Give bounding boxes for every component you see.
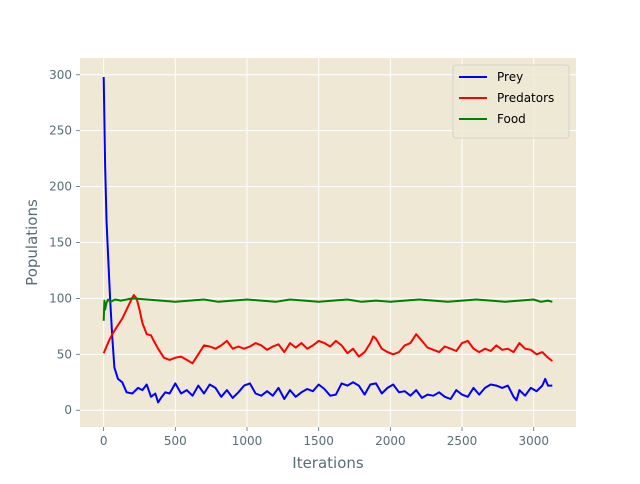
legend-label-food: Food (497, 112, 526, 126)
series-line-prey (102, 76, 553, 404)
y-tick-label: 250 (49, 124, 72, 138)
y-tick-label: 200 (49, 180, 72, 194)
y-tick-label: 0 (64, 403, 72, 417)
x-tick-label: 2500 (447, 434, 478, 448)
x-tick-label: 1500 (303, 434, 334, 448)
y-tick-label: 300 (49, 68, 72, 82)
legend-label-predators: Predators (497, 91, 554, 105)
x-tick-label: 500 (164, 434, 187, 448)
x-tick-label: 2000 (375, 434, 406, 448)
y-tick-label: 50 (57, 347, 72, 361)
x-tick-label: 3000 (518, 434, 549, 448)
legend-label-prey: Prey (497, 70, 523, 84)
y-tick-label: 150 (49, 236, 72, 250)
x-tick-label: 0 (100, 434, 108, 448)
x-axis-label: Iterations (292, 454, 364, 472)
x-tick-label: 1000 (232, 434, 263, 448)
y-axis-label: Populations (23, 199, 41, 286)
y-tick-label: 100 (49, 291, 72, 305)
series-line-food (102, 297, 553, 321)
series-line-predators (102, 294, 553, 365)
legend: Prey Predators Food (452, 64, 570, 139)
